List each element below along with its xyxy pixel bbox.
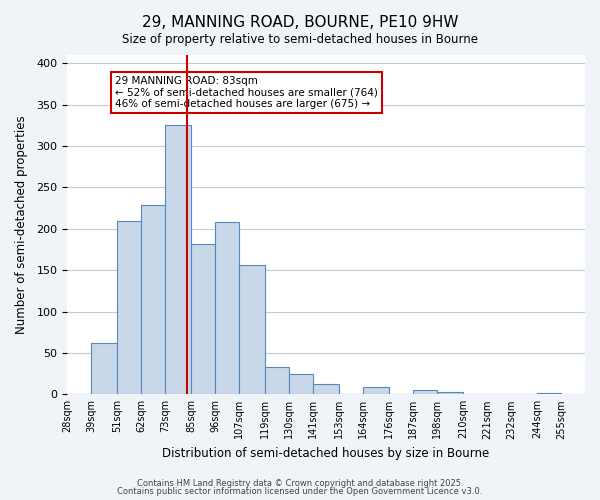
Bar (313, 384, 339, 394)
Bar (215, 222, 239, 394)
Text: 29, MANNING ROAD, BOURNE, PE10 9HW: 29, MANNING ROAD, BOURNE, PE10 9HW (142, 15, 458, 30)
Bar (239, 265, 265, 394)
Bar (265, 367, 289, 394)
Bar (191, 244, 215, 394)
Bar (165, 126, 191, 394)
Text: Contains public sector information licensed under the Open Government Licence v3: Contains public sector information licen… (118, 487, 482, 496)
Bar (91, 343, 117, 394)
Text: Size of property relative to semi-detached houses in Bourne: Size of property relative to semi-detach… (122, 32, 478, 46)
Bar (413, 390, 437, 394)
Text: Contains HM Land Registry data © Crown copyright and database right 2025.: Contains HM Land Registry data © Crown c… (137, 478, 463, 488)
X-axis label: Distribution of semi-detached houses by size in Bourne: Distribution of semi-detached houses by … (163, 447, 490, 460)
Y-axis label: Number of semi-detached properties: Number of semi-detached properties (15, 116, 28, 334)
Bar (437, 392, 463, 394)
Bar (289, 374, 313, 394)
Bar (537, 392, 561, 394)
Bar (363, 387, 389, 394)
Bar (117, 222, 141, 394)
Bar (141, 205, 165, 394)
Text: 29 MANNING ROAD: 83sqm
← 52% of semi-detached houses are smaller (764)
46% of se: 29 MANNING ROAD: 83sqm ← 52% of semi-det… (115, 76, 378, 109)
